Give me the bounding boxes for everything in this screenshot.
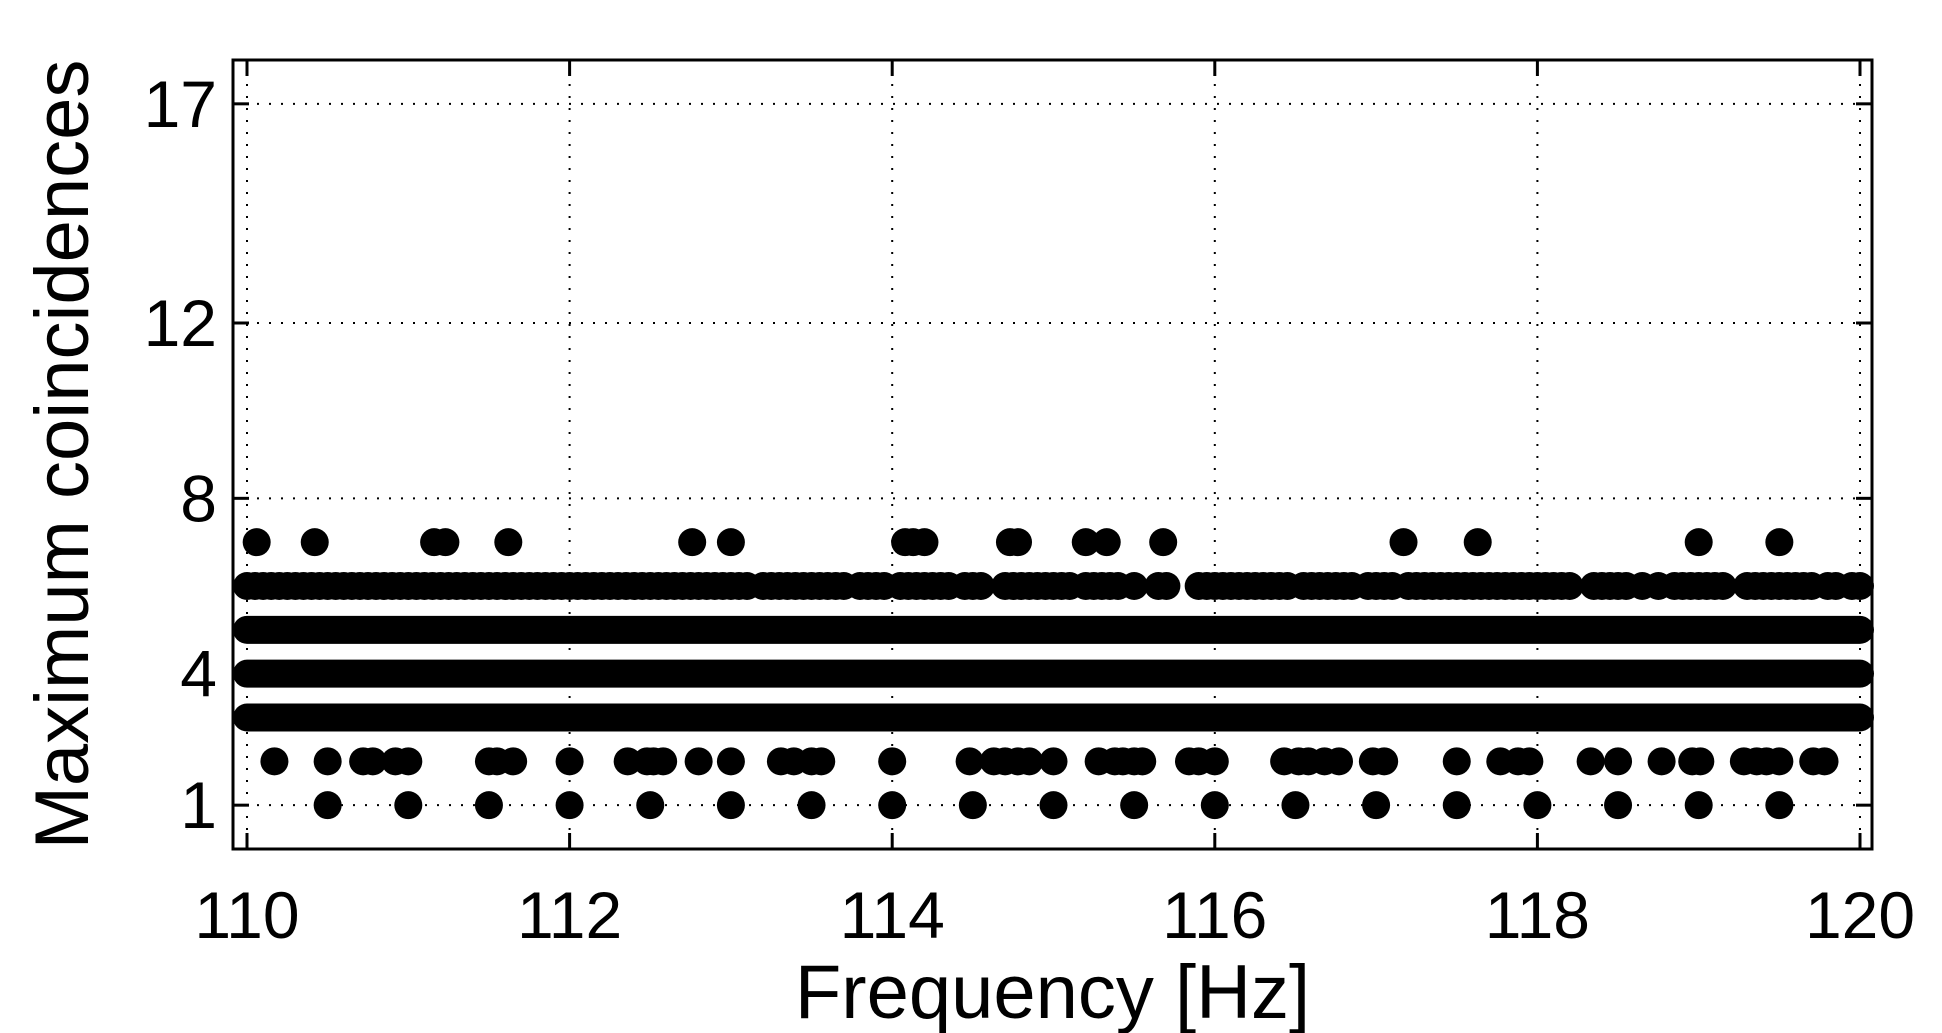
y-tick-label: 12	[144, 286, 217, 360]
data-point	[966, 572, 995, 600]
data-point	[684, 747, 713, 776]
data-point	[1515, 747, 1544, 776]
data-point	[955, 747, 984, 776]
data-point	[313, 791, 342, 820]
data-point	[1604, 747, 1633, 776]
data-point	[1604, 791, 1633, 820]
data-point	[958, 791, 987, 820]
data-point	[1810, 747, 1839, 776]
data-point	[1846, 572, 1874, 600]
data-point	[242, 528, 271, 557]
data-point	[1523, 791, 1552, 820]
data-point	[1370, 747, 1399, 776]
y-tick-labels: 1 4 8 12 17	[144, 67, 217, 842]
data-point	[1362, 791, 1391, 820]
data-point	[1039, 747, 1068, 776]
x-tick-label: 120	[1805, 878, 1915, 952]
data-point	[716, 791, 745, 820]
data-point	[1200, 791, 1229, 820]
data-point	[1647, 747, 1676, 776]
data-point	[1765, 528, 1794, 557]
data-point	[1708, 572, 1737, 600]
x-tick-labels: 110 112 114 116 118 120	[194, 878, 1915, 952]
x-tick-label: 114	[840, 878, 945, 952]
x-tick-label: 110	[194, 878, 299, 952]
data-point	[1281, 791, 1310, 820]
y-tick-label: 4	[180, 637, 217, 711]
x-axis-label: Frequency [Hz]	[795, 950, 1310, 1033]
data-point	[499, 747, 528, 776]
data-point	[878, 791, 907, 820]
data-point	[1765, 747, 1794, 776]
data-point	[260, 747, 289, 776]
data-point	[1686, 747, 1715, 776]
x-tick-label: 116	[1162, 878, 1267, 952]
data-point	[797, 791, 826, 820]
data-point	[878, 747, 907, 776]
data-point	[613, 747, 642, 776]
data-point	[474, 791, 503, 820]
data-point	[394, 791, 423, 820]
data-point	[1200, 747, 1229, 776]
data-point	[313, 747, 342, 776]
data-point	[358, 747, 387, 776]
data-point	[555, 791, 584, 820]
data-point	[1120, 572, 1149, 600]
data-point	[1071, 528, 1100, 557]
data-point	[1442, 791, 1471, 820]
data-point	[1149, 528, 1178, 557]
y-tick-label: 8	[180, 461, 217, 535]
data-point	[1120, 791, 1149, 820]
data-point	[1092, 528, 1121, 557]
x-tick-label: 112	[517, 878, 622, 952]
data-point	[300, 528, 329, 557]
data-point	[649, 747, 678, 776]
data-point	[555, 747, 584, 776]
data-point	[1555, 572, 1584, 600]
data-point	[1152, 572, 1181, 600]
plot-frame	[231, 58, 1874, 851]
data-point	[716, 528, 745, 557]
data-point	[1389, 528, 1418, 557]
data-point	[431, 528, 460, 557]
data-point	[494, 528, 523, 557]
data-point	[1463, 528, 1492, 557]
data-point	[1004, 528, 1033, 557]
data-point	[1128, 747, 1157, 776]
data-point	[1765, 791, 1794, 820]
data-point	[1015, 747, 1044, 776]
y-tick-label: 1	[180, 768, 217, 842]
data-point	[1442, 747, 1471, 776]
data-point	[1039, 791, 1068, 820]
data-point	[1576, 747, 1605, 776]
data-point	[394, 747, 423, 776]
data-point	[1684, 791, 1713, 820]
data-point	[910, 528, 939, 557]
data-point	[716, 747, 745, 776]
data-point	[1684, 528, 1713, 557]
data-point	[1325, 747, 1354, 776]
y-axis-label: Maximum coincidences	[20, 60, 105, 850]
x-tick-label: 118	[1485, 878, 1590, 952]
data-points	[233, 528, 1874, 820]
axis-ticks	[233, 60, 1872, 849]
y-tick-label: 17	[144, 67, 217, 141]
data-point	[807, 747, 836, 776]
data-point	[636, 791, 665, 820]
data-point	[678, 528, 707, 557]
